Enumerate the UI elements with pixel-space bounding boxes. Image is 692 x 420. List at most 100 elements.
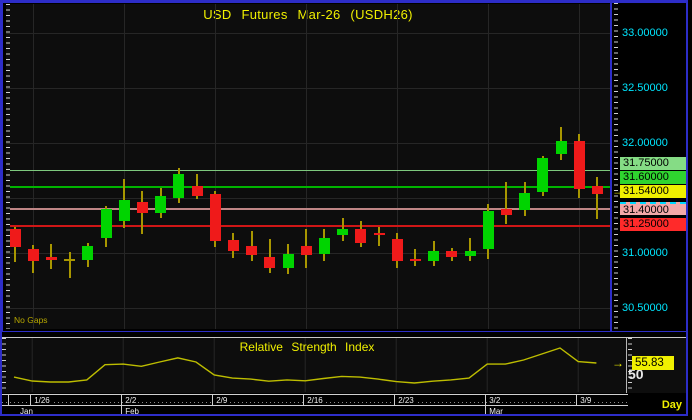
candle-body (100, 209, 112, 238)
price-arrow-icon: → (612, 184, 624, 198)
price-flag-31.54000: 31.54000 (620, 185, 686, 198)
candle-body (45, 257, 57, 260)
candle-body (173, 173, 185, 198)
week-label: 2/9 (214, 396, 230, 405)
week-label: 2/2 (123, 396, 139, 405)
week-separator (121, 395, 123, 405)
candle-body (500, 209, 512, 215)
candle-body (428, 250, 440, 261)
rsi-title: Relative Strength Index (239, 340, 375, 354)
candle-body (300, 246, 312, 256)
candle-body (373, 233, 385, 236)
candle-body (282, 254, 294, 269)
price-flag-31.75000: 31.75000 (620, 157, 686, 170)
v-gridline (33, 4, 35, 329)
rsi-midline-label: 50 (628, 366, 644, 382)
week-separator (30, 395, 32, 405)
h-gridline (6, 198, 610, 199)
month-separator (485, 406, 487, 414)
candle-body (555, 140, 567, 154)
week-separator (303, 395, 305, 405)
candle-body (464, 250, 476, 257)
candle-wick (68, 251, 71, 279)
price-tick-label: 32.50000 (622, 82, 668, 94)
week-scale-row[interactable]: 1/26 2/2 2/9 2/16 2/23 3/2 3/9 (2, 394, 628, 406)
price-flag-31.40000: 31.40000 (620, 202, 686, 216)
candle-body (264, 257, 276, 269)
rsi-current-value-badge: 55.83 (632, 356, 674, 370)
price-tick-label: 32.00000 (622, 137, 668, 149)
price-tick-label: 30.50000 (622, 302, 668, 314)
candle-body (227, 239, 239, 251)
price-flag-31.25000: 31.25000 (620, 218, 686, 231)
candle-body (482, 211, 494, 249)
rsi-axis-tick-marks (628, 338, 632, 392)
month-label: Feb (123, 407, 141, 416)
candle-wick (50, 244, 53, 270)
candle-wick (505, 181, 508, 225)
price-flag-31.60000: 31.60000 (620, 171, 686, 184)
price-line (10, 186, 610, 188)
rsi-plot[interactable] (5, 338, 627, 392)
rsi-axis-divider (626, 338, 627, 393)
candle-wick (596, 177, 599, 219)
candle-wick (469, 237, 471, 261)
candle-wick (414, 248, 417, 267)
v-gridline (215, 4, 217, 329)
candle-body (537, 158, 549, 193)
rsi-panel: Relative Strength Index 50 → 55.83 (2, 337, 686, 393)
candle-body (155, 195, 167, 214)
week-separator (212, 395, 214, 405)
v-gridline (397, 4, 399, 329)
candle-body (446, 250, 458, 258)
price-line (10, 208, 610, 210)
price-plot[interactable]: USD Futures Mar-26 (USDH26) No Gaps (6, 4, 610, 329)
month-scale-row[interactable]: Jan Feb Mar (2, 406, 628, 416)
week-row-edge (8, 395, 9, 405)
price-line (10, 170, 610, 171)
week-label: 3/2 (487, 396, 503, 405)
month-separator (121, 406, 123, 414)
candle-body (136, 202, 148, 214)
h-gridline (6, 143, 610, 144)
candle-body (591, 185, 603, 194)
week-label: 1/26 (32, 396, 52, 405)
price-tick-label: 31.00000 (622, 247, 668, 259)
candle-body (391, 238, 403, 261)
v-gridline (124, 4, 126, 329)
price-line (10, 224, 610, 227)
week-separator (485, 395, 487, 405)
rsi-arrow-icon: → (612, 356, 624, 370)
candle-body (27, 248, 39, 261)
price-axis[interactable]: 33.00000 32.50000 32.00000 31.00000 30.50000… (612, 3, 686, 331)
week-label: 2/16 (305, 396, 325, 405)
scale-corner: Day (628, 394, 686, 414)
price-tick-label: 33.00000 (622, 27, 668, 39)
week-label: 2/23 (396, 396, 416, 405)
price-axis-divider (610, 3, 612, 331)
candle-body (82, 246, 94, 260)
candle-body (355, 228, 367, 244)
month-label: Jan (18, 407, 35, 416)
candle-wick (378, 226, 380, 247)
candle-body (209, 193, 221, 241)
candle-body (191, 185, 203, 196)
no-gaps-label: No Gaps (14, 315, 48, 325)
candle-body (9, 228, 21, 248)
period-label: Day (661, 399, 682, 411)
candle-body (409, 258, 421, 261)
candle-body (573, 140, 585, 190)
chart-title: USD Futures Mar-26 (USDH26) (203, 7, 413, 22)
v-gridline (488, 4, 490, 329)
h-gridline (6, 308, 610, 309)
month-label: Mar (487, 407, 505, 416)
candle-body (318, 237, 330, 255)
candle-body (519, 192, 531, 211)
week-separator (576, 395, 578, 405)
week-label: 3/9 (578, 396, 594, 405)
price-chart-panel: USD Futures Mar-26 (USDH26) No Gaps 33.0… (2, 2, 686, 332)
rsi-left-tick-marks (2, 338, 6, 392)
candle-wick (268, 238, 271, 273)
date-axis[interactable]: 1/26 2/2 2/9 2/16 2/23 3/2 3/9 Jan Feb Mar (2, 394, 628, 416)
candle-wick (250, 231, 253, 261)
